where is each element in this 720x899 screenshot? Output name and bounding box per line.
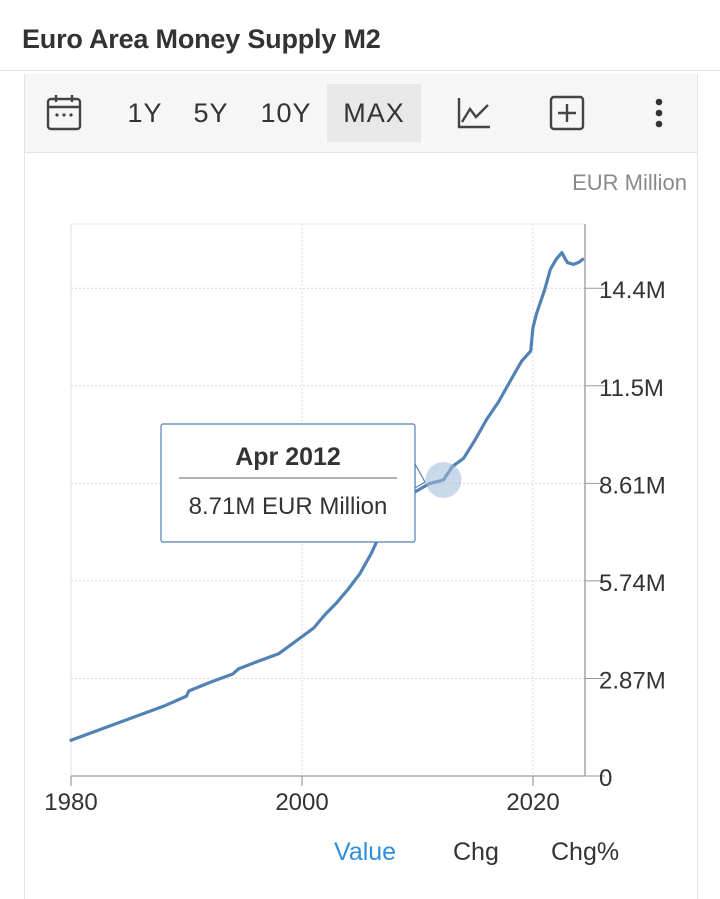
chart-card: 1Y 5Y 10Y MAX EUR Million 0 2.87M 5.7 — [24, 74, 698, 899]
range-max-button[interactable]: MAX — [327, 84, 421, 142]
x-tick-label: 1980 — [44, 789, 97, 816]
page-header: Euro Area Money Supply M2 — [0, 0, 720, 71]
range-10y-button[interactable]: 10Y — [260, 97, 312, 128]
chart-toolbar: 1Y 5Y 10Y MAX — [25, 74, 697, 153]
tab-value[interactable]: Value — [334, 838, 397, 866]
y-tick-label: 14.4M — [599, 277, 666, 304]
plus-square-icon[interactable] — [542, 84, 592, 142]
line-chart-icon[interactable] — [449, 84, 499, 142]
y-tick-label: 8.61M — [599, 472, 666, 499]
hover-marker — [425, 461, 462, 498]
tooltip-box — [160, 423, 416, 543]
tab-chg[interactable]: Chg — [453, 838, 499, 866]
x-tick-label: 2020 — [506, 789, 559, 816]
tooltip-date: Apr 2012 — [235, 443, 341, 471]
more-vertical-icon[interactable] — [637, 84, 681, 142]
tab-chg-pct[interactable]: Chg% — [551, 838, 620, 866]
tooltip-pointer — [414, 461, 426, 490]
line-chart[interactable]: 0 2.87M 5.74M 8.61M 11.5M 14.4M 1980 2000 2020 Ap… — [25, 74, 697, 899]
y-tick-label: 2.87M — [599, 667, 666, 694]
x-tick-label: 2000 — [275, 789, 328, 816]
page-title: Euro Area Money Supply M2 — [22, 24, 381, 54]
tooltip-value: 8.71M EUR Million — [189, 493, 388, 520]
range-1y-button[interactable]: 1Y — [127, 97, 163, 128]
y-tick-label: 0 — [599, 765, 612, 792]
range-5y-button[interactable]: 5Y — [193, 97, 229, 128]
calendar-icon[interactable] — [39, 84, 89, 142]
y-tick-label: 11.5M — [599, 375, 664, 402]
y-tick-label: 5.74M — [599, 570, 666, 597]
unit-label: EUR Million — [572, 170, 687, 195]
